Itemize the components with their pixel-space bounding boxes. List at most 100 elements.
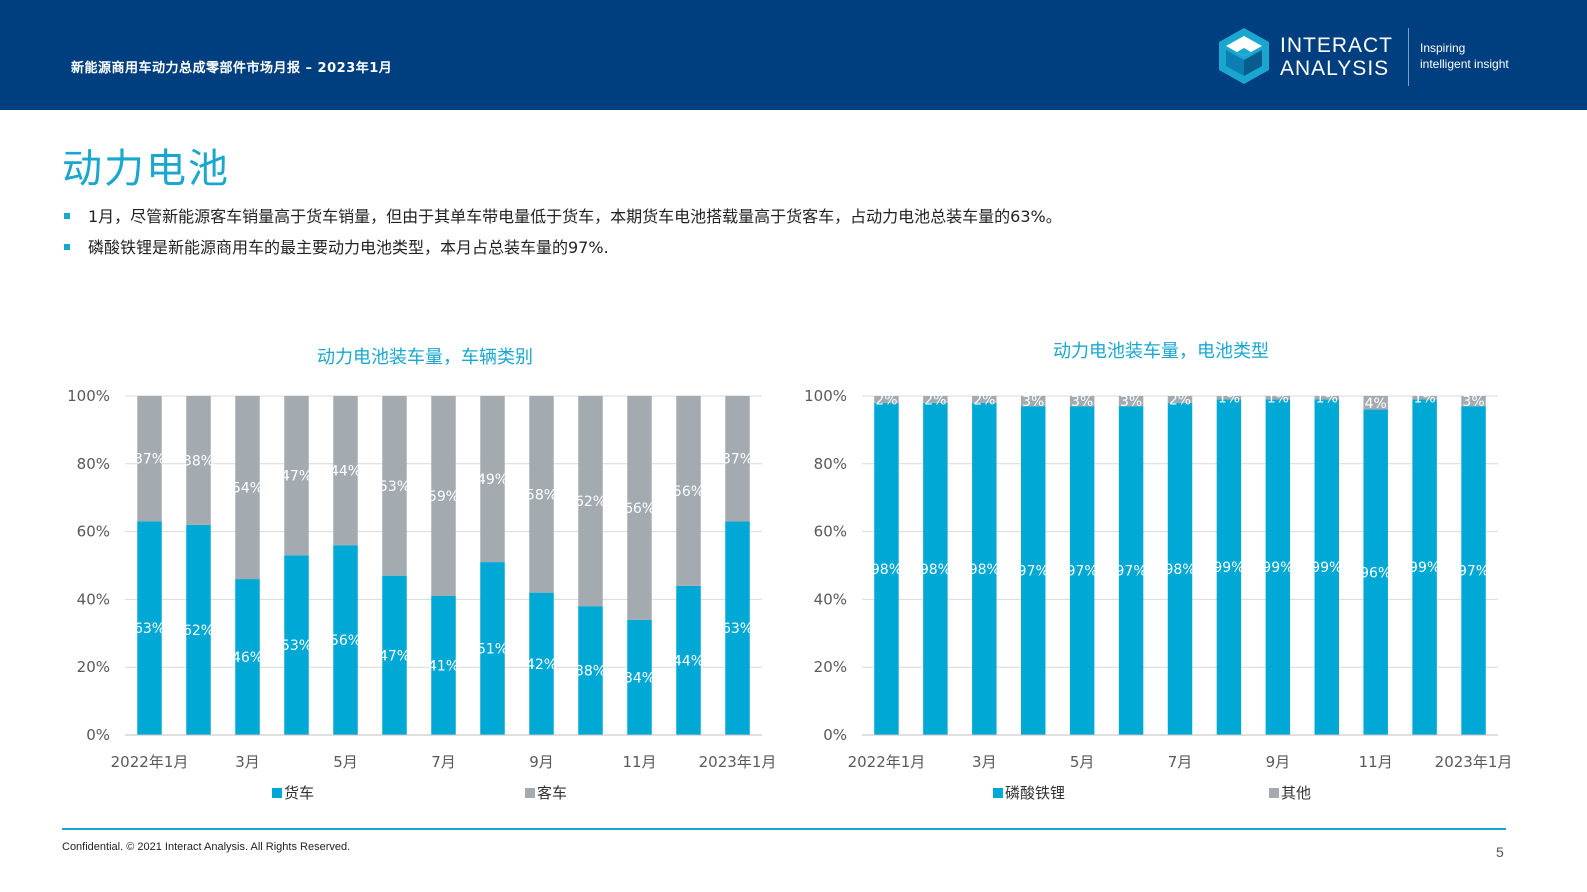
tagline-line-2: intelligent insight (1420, 57, 1509, 71)
bar-segment (284, 396, 309, 556)
bar-segment (333, 396, 358, 546)
bar-segment (186, 396, 211, 525)
data-label: 37% (722, 452, 753, 468)
bullet-text: 磷酸铁锂是新能源商用车的最主要动力电池类型，本月占总装车量的97%. (88, 238, 609, 257)
data-label: 53% (379, 479, 410, 495)
bar-segment (186, 524, 211, 735)
legend-label: 货车 (284, 784, 314, 802)
data-label: 63% (722, 621, 753, 637)
bar-segment (480, 562, 505, 735)
data-label: 98% (1164, 562, 1195, 578)
logo-cube-icon (1219, 28, 1269, 84)
bar-segment (1314, 399, 1339, 735)
y-tick-label: 60% (814, 523, 847, 541)
bar-segment (1461, 406, 1486, 735)
y-tick-label: 80% (814, 455, 847, 473)
data-label: 2% (924, 392, 946, 408)
data-label: 62% (575, 494, 606, 510)
data-label: 34% (624, 670, 655, 686)
data-label: 46% (232, 650, 263, 666)
data-label: 1% (1267, 391, 1289, 407)
x-tick-label: 5月 (1070, 753, 1095, 771)
data-label: 2% (973, 392, 995, 408)
header-bar: 新能源商用车动力总成零部件市场月报 – 2023年1月 INTERACT ANA… (0, 0, 1587, 110)
data-label: 56% (330, 633, 361, 649)
bar-segment (578, 606, 603, 735)
y-tick-label: 40% (814, 590, 847, 608)
x-tick-label: 2022年1月 (111, 753, 189, 771)
bar-segment (1167, 402, 1193, 735)
y-tick-label: 100% (67, 387, 110, 405)
x-tick-label: 2023年1月 (699, 753, 777, 771)
data-label: 38% (183, 453, 214, 469)
data-label: 38% (575, 664, 606, 680)
bar-segment (1314, 396, 1339, 400)
x-tick-label: 5月 (333, 753, 358, 771)
chart-title: 动力电池装车量，车辆类别 (317, 347, 533, 368)
bar-segment (480, 396, 505, 563)
data-label: 63% (134, 621, 165, 637)
data-label: 2% (1169, 392, 1191, 408)
x-tick-label: 11月 (622, 753, 656, 771)
logo-line-2: ANALYSIS (1280, 57, 1390, 80)
data-label: 99% (1213, 560, 1244, 576)
legend-swatch (1269, 788, 1279, 798)
data-label: 58% (526, 487, 557, 503)
data-label: 99% (1262, 560, 1293, 576)
data-label: 44% (330, 464, 361, 480)
bar-segment (235, 396, 260, 580)
legend-label: 其他 (1281, 784, 1311, 802)
bar-segment (431, 596, 456, 735)
data-label: 41% (428, 659, 459, 675)
data-label: 97% (1116, 564, 1147, 580)
chart-title: 动力电池装车量，电池类型 (1053, 341, 1269, 362)
data-label: 47% (379, 648, 410, 664)
footer-confidential: Confidential. © 2021 Interact Analysis. … (62, 841, 351, 853)
bar-segment (1363, 409, 1388, 735)
bar-segment (137, 521, 162, 735)
bar-segment (1461, 396, 1486, 407)
data-label: 2% (875, 392, 897, 408)
data-label: 37% (134, 452, 165, 468)
logo-divider (1408, 28, 1409, 86)
bar-segment (284, 555, 309, 735)
legend-label: 磷酸铁锂 (1005, 784, 1065, 802)
bar-segment (333, 545, 358, 735)
data-label: 98% (969, 562, 1000, 578)
data-label: 54% (232, 481, 263, 497)
data-label: 3% (1022, 394, 1044, 410)
bar-segment (382, 396, 407, 576)
bar-segment (1363, 396, 1388, 410)
bar-segment (431, 396, 456, 597)
data-label: 59% (428, 489, 459, 505)
data-label: 98% (920, 562, 951, 578)
data-label: 1% (1414, 391, 1436, 407)
y-tick-label: 0% (86, 726, 110, 744)
x-tick-label: 2023年1月 (1435, 753, 1513, 771)
data-label: 3% (1120, 394, 1142, 410)
y-tick-label: 20% (77, 658, 110, 676)
page-number: 5 (1496, 844, 1504, 860)
x-tick-label: 9月 (529, 753, 554, 771)
y-tick-label: 100% (804, 387, 847, 405)
bar-segment (725, 396, 750, 522)
bar-segment (676, 585, 701, 735)
bar-segment (1118, 406, 1144, 735)
bar-segment (1118, 396, 1144, 407)
bar-segment (1021, 406, 1046, 735)
bar-segment (874, 396, 899, 403)
y-tick-label: 0% (823, 726, 847, 744)
x-tick-label: 2022年1月 (848, 753, 926, 771)
x-tick-label: 7月 (431, 753, 456, 771)
data-label: 4% (1365, 396, 1387, 412)
logo-line-1: INTERACT (1280, 34, 1393, 57)
bullet-square-icon (64, 244, 70, 250)
bullet-list: 1月，尽管新能源客车销量高于货车销量，但由于其单车带电量低于货车，本期货车电池搭… (64, 207, 1544, 269)
x-tick-label: 11月 (1359, 753, 1393, 771)
legend-swatch (272, 788, 282, 798)
interact-analysis-logo[interactable]: INTERACT ANALYSIS Inspiring intelligent … (1217, 26, 1537, 88)
data-label: 97% (1018, 564, 1049, 580)
logo-tagline: Inspiring intelligent insight (1420, 40, 1509, 72)
x-tick-label: 9月 (1266, 753, 1291, 771)
bar-segment (676, 396, 701, 586)
